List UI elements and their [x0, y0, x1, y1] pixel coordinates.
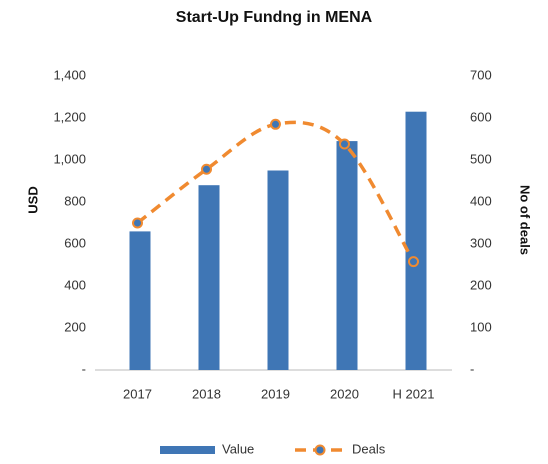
- x-tick-label: H 2021: [393, 386, 435, 401]
- y2-tick-label: 400: [470, 193, 492, 208]
- y-axis-title: USD: [25, 186, 40, 213]
- y2-tick-label: 500: [470, 151, 492, 166]
- y-tick-label: 200: [64, 319, 86, 334]
- legend-label: Value: [222, 441, 254, 456]
- y-tick-label: 1,000: [53, 151, 86, 166]
- bar: [336, 141, 358, 370]
- deals-marker: [339, 138, 350, 150]
- y2-tick-label: 300: [470, 235, 492, 250]
- deals-marker: [270, 118, 281, 130]
- y2-tick-label: -: [470, 361, 474, 376]
- x-tick-label: 2020: [330, 386, 359, 401]
- y2-tick-label: 200: [470, 277, 492, 292]
- y-tick-label: 400: [64, 277, 86, 292]
- deals-marker: [201, 163, 212, 175]
- bar: [405, 111, 427, 370]
- x-tick-label: 2019: [261, 386, 290, 401]
- bar: [129, 231, 151, 370]
- y-tick-label: 600: [64, 235, 86, 250]
- deals-marker: [132, 217, 143, 229]
- y-tick-label: 1,200: [53, 109, 86, 124]
- legend-label: Deals: [352, 441, 386, 456]
- y2-tick-label: 700: [470, 67, 492, 82]
- bar: [198, 185, 220, 370]
- x-tick-label: 2018: [192, 386, 221, 401]
- y-tick-label: -: [82, 361, 86, 376]
- chart-title: Start-Up Fundng in MENA: [176, 9, 373, 26]
- x-tick-label: 2017: [123, 386, 152, 401]
- bar: [267, 170, 289, 370]
- deals-marker: [408, 256, 419, 268]
- y2-tick-label: 100: [470, 319, 492, 334]
- y2-tick-label: 600: [470, 109, 492, 124]
- y-tick-label: 1,400: [53, 67, 86, 82]
- legend-swatch: [160, 446, 215, 454]
- y-tick-label: 800: [64, 193, 86, 208]
- legend-swatch: [314, 444, 326, 456]
- y2-axis-title: No of deals: [518, 185, 533, 255]
